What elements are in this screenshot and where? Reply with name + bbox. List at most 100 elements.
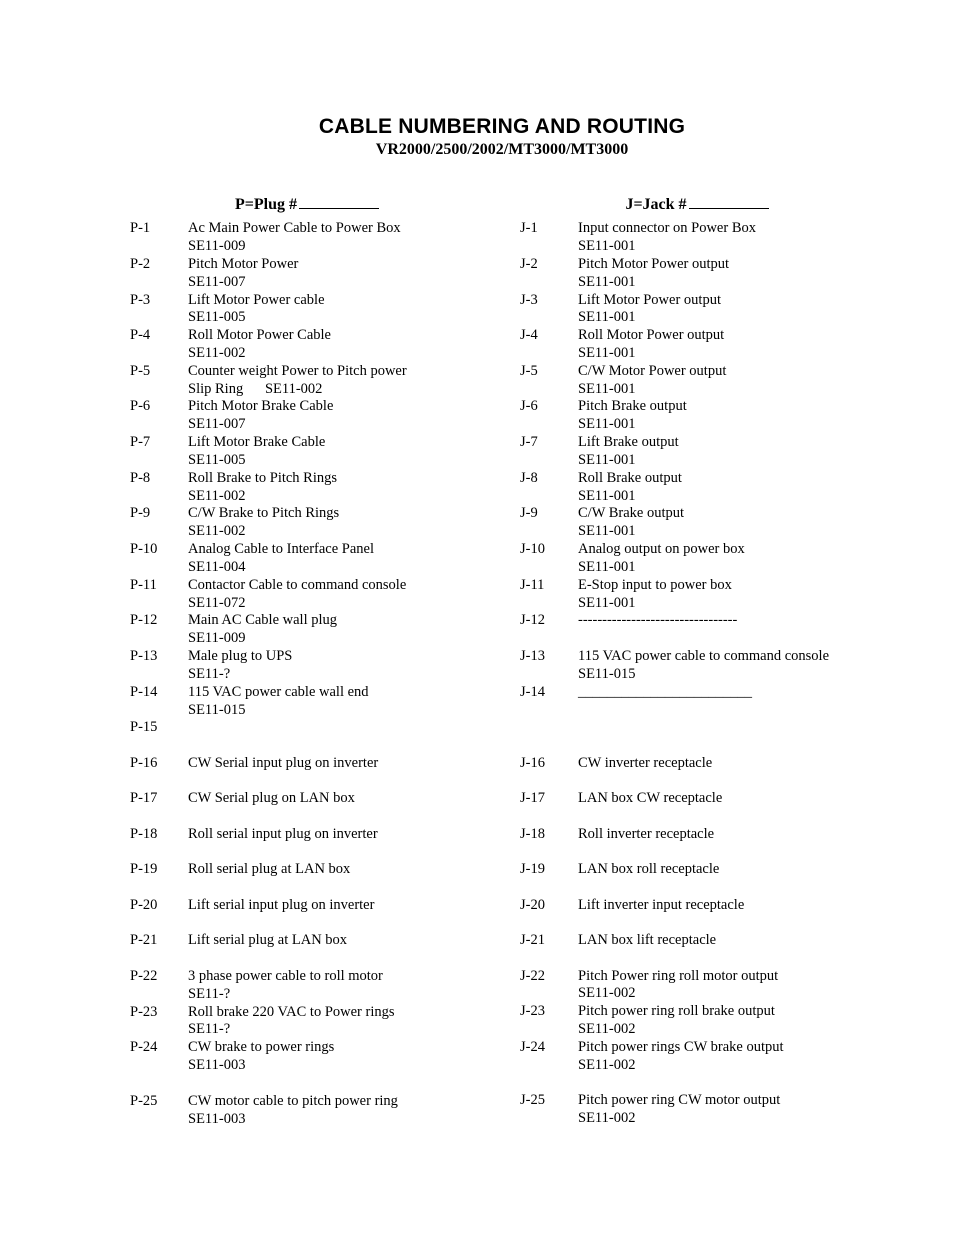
plug-id: P-5 <box>130 363 188 381</box>
jack-entry: J-6Pitch Brake outputSE11-001 <box>520 398 874 434</box>
plug-id: P-16 <box>130 755 188 773</box>
jack-line1: LAN box lift receptacle <box>578 932 716 948</box>
plug-line2: SE11-? <box>188 1021 484 1039</box>
jack-entry: J-9C/W Brake outputSE11-001 <box>520 505 874 541</box>
plug-entry: P-25CW motor cable to pitch power ringSE… <box>130 1093 484 1129</box>
plug-entry: P-13Male plug to UPSSE11-? <box>130 648 484 684</box>
plug-id: P-4 <box>130 327 188 345</box>
plug-line1: Roll Motor Power Cable <box>188 327 331 343</box>
jack-line1: ________________________ <box>578 684 752 700</box>
jack-id: J-2 <box>520 256 578 274</box>
plug-desc: Roll Brake to Pitch RingsSE11-002 <box>188 470 484 506</box>
jack-entry: J-14________________________ <box>520 684 874 720</box>
plug-line2: SE11-? <box>188 666 484 684</box>
plug-desc: Roll brake 220 VAC to Power ringsSE11-? <box>188 1004 484 1040</box>
plug-line1: Ac Main Power Cable to Power Box <box>188 220 401 236</box>
jack-id: J-5 <box>520 363 578 381</box>
plug-line1: CW Serial plug on LAN box <box>188 790 355 806</box>
plug-line2: SE11-003 <box>188 1057 484 1075</box>
plug-line1: CW brake to power rings <box>188 1039 334 1055</box>
plug-desc: Pitch Motor Brake CableSE11-007 <box>188 398 484 434</box>
jack-desc: Lift Motor Power outputSE11-001 <box>578 292 874 328</box>
plug-entry <box>130 1075 484 1093</box>
plug-entry: P-20Lift serial input plug on inverter <box>130 897 484 933</box>
plug-entry: P-1Ac Main Power Cable to Power BoxSE11-… <box>130 220 484 256</box>
jack-entry: J-25Pitch power ring CW motor outputSE11… <box>520 1092 874 1128</box>
jack-line2: SE11-002 <box>578 985 874 1003</box>
jack-line2: SE11-001 <box>578 416 874 434</box>
jack-id: J-8 <box>520 470 578 488</box>
jack-line2: SE11-015 <box>578 666 874 684</box>
plug-entry: P-223 phase power cable to roll motorSE1… <box>130 968 484 1004</box>
jack-entry: J-4Roll Motor Power outputSE11-001 <box>520 327 874 363</box>
jack-id: J-11 <box>520 577 578 595</box>
plug-desc: C/W Brake to Pitch RingsSE11-002 <box>188 505 484 541</box>
plug-id: P-9 <box>130 505 188 523</box>
plug-line2: SE11-? <box>188 986 484 1004</box>
jack-entry: J-24Pitch power rings CW brake outputSE1… <box>520 1039 874 1075</box>
plug-line2: SE11-002 <box>188 345 484 363</box>
jack-line1: Pitch power ring roll brake output <box>578 1003 775 1019</box>
plug-entry: P-18Roll serial input plug on inverter <box>130 826 484 862</box>
jack-line1: E-Stop input to power box <box>578 577 732 593</box>
plug-line1: Counter weight Power to Pitch power <box>188 363 407 379</box>
jack-line1: CW inverter receptacle <box>578 755 712 771</box>
jack-entry: J-17LAN box CW receptacle <box>520 790 874 826</box>
jack-line1: Roll Motor Power output <box>578 327 724 343</box>
jack-id: J-12 <box>520 612 578 630</box>
jack-line1: Lift inverter input receptacle <box>578 897 744 913</box>
plug-desc: CW Serial plug on LAN box <box>188 790 484 808</box>
jack-desc: Roll inverter receptacle <box>578 826 874 844</box>
plug-id: P-17 <box>130 790 188 808</box>
plug-entry: P-14115 VAC power cable wall endSE11-015 <box>130 684 484 720</box>
plug-line2: SE11-005 <box>188 309 484 327</box>
plug-entry: P-17CW Serial plug on LAN box <box>130 790 484 826</box>
jack-id: J-7 <box>520 434 578 452</box>
plug-desc: Roll serial input plug on inverter <box>188 826 484 844</box>
plug-entry: P-9C/W Brake to Pitch RingsSE11-002 <box>130 505 484 541</box>
plug-id: P-3 <box>130 292 188 310</box>
plug-desc: Ac Main Power Cable to Power BoxSE11-009 <box>188 220 484 256</box>
jack-entry: J-23Pitch power ring roll brake outputSE… <box>520 1003 874 1039</box>
plug-id: P-23 <box>130 1004 188 1022</box>
jack-line2: SE11-001 <box>578 381 874 399</box>
plug-entry: P-8Roll Brake to Pitch RingsSE11-002 <box>130 470 484 506</box>
jack-desc: Lift Brake outputSE11-001 <box>578 434 874 470</box>
jack-entry: J-8Roll Brake outputSE11-001 <box>520 470 874 506</box>
jack-line2: SE11-001 <box>578 452 874 470</box>
plug-line2: SE11-002 <box>188 488 484 506</box>
jack-column: J=Jack # J-1Input connector on Power Box… <box>520 193 874 1128</box>
plug-heading: P=Plug # <box>130 193 484 214</box>
jack-entry: J-2Pitch Motor Power outputSE11-001 <box>520 256 874 292</box>
plug-id: P-12 <box>130 612 188 630</box>
jack-entry: J-18Roll inverter receptacle <box>520 826 874 862</box>
jack-id: J-21 <box>520 932 578 950</box>
jack-desc: Pitch Power ring roll motor outputSE11-0… <box>578 968 874 1004</box>
plug-id: P-6 <box>130 398 188 416</box>
plug-line2: SE11-072 <box>188 595 484 613</box>
jack-line2: SE11-002 <box>578 1057 874 1075</box>
plug-desc: Male plug to UPSSE11-? <box>188 648 484 684</box>
jack-entry: J-10Analog output on power boxSE11-001 <box>520 541 874 577</box>
jack-id: J-25 <box>520 1092 578 1110</box>
plug-line1: CW Serial input plug on inverter <box>188 755 378 771</box>
plug-heading-blank <box>299 193 379 209</box>
plug-line1: Lift serial input plug on inverter <box>188 897 374 913</box>
plug-entry: P-12Main AC Cable wall plugSE11-009 <box>130 612 484 648</box>
jack-id: J-23 <box>520 1003 578 1021</box>
jack-line2: SE11-001 <box>578 274 874 292</box>
plug-desc: Roll Motor Power Cable SE11-002 <box>188 327 484 363</box>
jack-id: J-20 <box>520 897 578 915</box>
plug-line1: Lift serial plug at LAN box <box>188 932 347 948</box>
plug-line1: Roll serial input plug on inverter <box>188 826 378 842</box>
plug-desc: Lift Motor Power cableSE11-005 <box>188 292 484 328</box>
jack-id: J-9 <box>520 505 578 523</box>
plug-desc: Lift serial plug at LAN box <box>188 932 484 950</box>
plug-line2: SE11-007 <box>188 274 484 292</box>
plug-id: P-1 <box>130 220 188 238</box>
plug-desc: CW brake to power rings SE11-003 <box>188 1039 484 1075</box>
plug-entry: P-23Roll brake 220 VAC to Power ringsSE1… <box>130 1004 484 1040</box>
jack-desc: CW inverter receptacle <box>578 755 874 773</box>
plug-id: P-25 <box>130 1093 188 1111</box>
plug-desc: Pitch Motor PowerSE11-007 <box>188 256 484 292</box>
